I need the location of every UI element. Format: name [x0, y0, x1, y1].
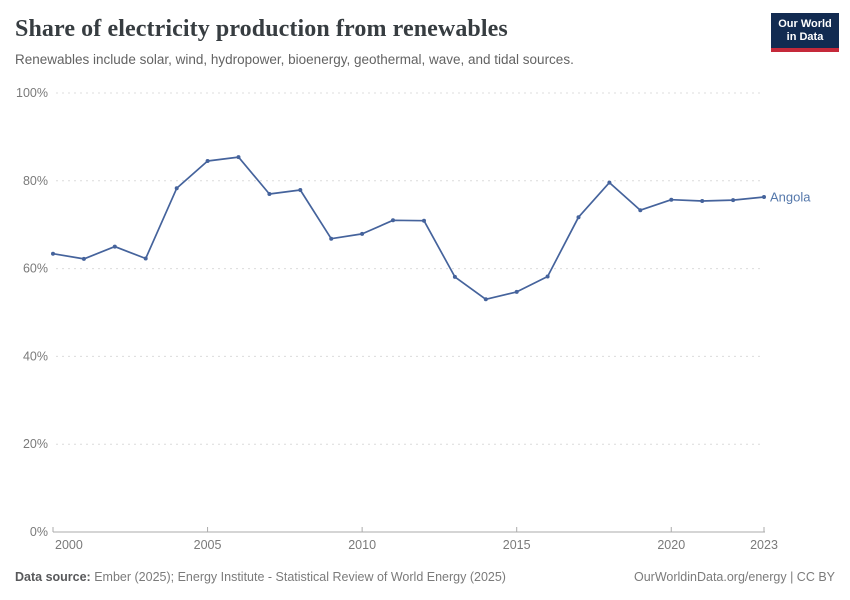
data-point[interactable]	[81, 256, 86, 261]
data-point[interactable]	[360, 231, 365, 236]
data-point[interactable]	[514, 289, 519, 294]
data-point[interactable]	[452, 274, 457, 279]
data-point[interactable]	[298, 188, 303, 192]
y-tick-label: 0%	[30, 525, 48, 539]
x-tick-label: 2020	[657, 538, 685, 552]
data-point[interactable]	[267, 192, 272, 196]
data-point[interactable]	[236, 155, 241, 160]
owid-logo[interactable]: Our World in Data	[771, 13, 839, 52]
data-point[interactable]	[205, 159, 210, 163]
data-point[interactable]	[112, 244, 117, 249]
data-point[interactable]	[174, 186, 179, 191]
data-point[interactable]	[483, 297, 488, 302]
page-title: Share of electricity production from ren…	[15, 16, 508, 42]
data-point[interactable]	[545, 274, 550, 279]
x-tick-label: 2015	[503, 538, 531, 552]
y-tick-label: 20%	[23, 437, 48, 451]
owid-logo-line2: in Data	[786, 30, 824, 43]
data-source-text: Ember (2025); Energy Institute - Statist…	[90, 570, 506, 584]
x-tick-label: 2000	[55, 538, 83, 552]
data-point[interactable]	[422, 218, 426, 223]
series-line-angola[interactable]	[52, 156, 765, 301]
data-source: Data source: Ember (2025); Energy Instit…	[15, 570, 506, 584]
data-point[interactable]	[669, 197, 674, 202]
data-point[interactable]	[762, 195, 766, 199]
data-point[interactable]	[51, 251, 55, 256]
footer-attribution-link[interactable]: OurWorldinData.org/energy | CC BY	[633, 570, 835, 584]
y-tick-label: 60%	[23, 262, 48, 276]
y-tick-label: 40%	[23, 349, 48, 363]
data-point[interactable]	[700, 199, 705, 203]
data-source-label: Data source:	[15, 570, 91, 584]
data-point[interactable]	[731, 198, 736, 203]
data-point[interactable]	[638, 208, 643, 213]
y-tick-label: 100%	[16, 86, 48, 100]
data-point[interactable]	[391, 218, 395, 223]
x-tick-label: 2023	[750, 538, 778, 552]
series-label: Angola	[770, 190, 811, 205]
data-point[interactable]	[329, 236, 334, 241]
x-tick-label: 2005	[194, 538, 222, 552]
data-point[interactable]	[576, 215, 581, 220]
owid-logo-line1: Our World	[778, 17, 832, 30]
data-point[interactable]	[143, 256, 148, 261]
chart-subtitle: Renewables include solar, wind, hydropow…	[15, 52, 574, 67]
x-tick-label: 2010	[348, 538, 376, 552]
y-tick-label: 80%	[23, 174, 48, 188]
data-point[interactable]	[607, 180, 612, 185]
